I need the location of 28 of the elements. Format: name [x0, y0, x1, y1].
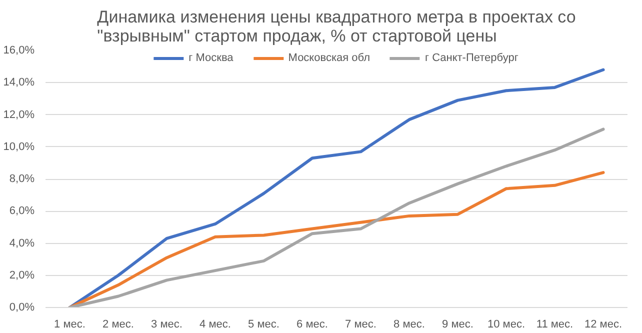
x-tick-label: 8 мес.: [394, 318, 425, 330]
line-series: [68, 68, 605, 308]
y-tick-label: 2,0%: [9, 269, 35, 282]
line-series: [68, 128, 605, 308]
legend-label: г Москва: [188, 52, 234, 64]
legend-label: Московская обл: [288, 52, 370, 64]
y-tick-label: 6,0%: [9, 205, 35, 218]
y-tick-label: 4,0%: [9, 237, 35, 250]
y-tick-label: 10,0%: [3, 140, 35, 153]
x-tick-label: 7 мес.: [345, 318, 376, 330]
chart-title: Динамика изменения цены квадратного метра в проектах со "взрывным" стартом продаж, % от стартовой цены: [97, 8, 576, 46]
y-tick-label: 16,0%: [3, 44, 35, 56]
y-tick-label: 8,0%: [9, 173, 35, 185]
x-tick-label: 3 мес.: [151, 318, 182, 330]
x-tick-label: 1 мес.: [54, 318, 86, 330]
line-series: [68, 171, 605, 308]
y-tick-label: 14,0%: [3, 76, 35, 89]
x-tick-label: 12 мес.: [584, 318, 622, 330]
x-tick-label: 4 мес.: [200, 318, 231, 330]
y-tick-label: 0,0%: [9, 302, 35, 314]
x-tick-label: 6 мес.: [296, 318, 328, 330]
x-tick-label: 2 мес.: [102, 318, 134, 330]
x-tick-label: 9 мес.: [442, 318, 474, 330]
x-tick-label: 5 мес.: [248, 318, 280, 330]
x-tick-label: 10 мес.: [487, 318, 526, 330]
legend-label: г Санкт-Петербург: [425, 52, 518, 64]
x-tick-label: 11 мес.: [536, 318, 574, 330]
y-tick-label: 12,0%: [3, 108, 35, 121]
